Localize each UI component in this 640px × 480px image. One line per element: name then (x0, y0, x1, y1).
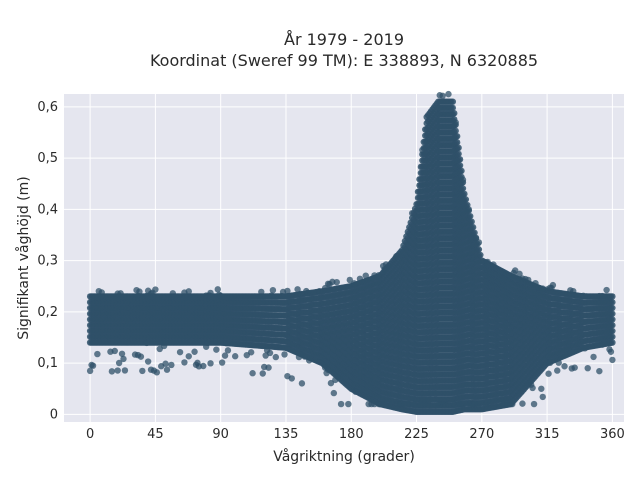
data-point (120, 355, 127, 363)
data-point (439, 92, 446, 100)
data-point (218, 359, 226, 366)
data-point (136, 288, 143, 295)
data-point (453, 133, 461, 140)
data-point (94, 350, 101, 358)
data-point (288, 375, 295, 382)
chart-subtitle: Koordinat (Sweref 99 TM): E 338893, N 63… (150, 51, 538, 70)
data-point (294, 286, 301, 293)
data-point (456, 156, 464, 163)
data-point (207, 360, 214, 367)
data-point (467, 212, 474, 220)
data-point (181, 359, 188, 366)
data-point (465, 206, 472, 213)
data-point (451, 110, 458, 117)
data-point (153, 369, 161, 376)
data-point (152, 286, 159, 293)
data-point (144, 358, 152, 365)
data-point (272, 353, 280, 361)
data-point (185, 353, 192, 360)
data-point (114, 367, 121, 374)
data-point (89, 362, 97, 369)
data-point (213, 346, 220, 353)
data-point (281, 351, 288, 358)
data-point (471, 229, 478, 237)
data-point (468, 218, 475, 225)
data-point (266, 349, 274, 357)
data-point (456, 162, 464, 169)
data-point (455, 150, 462, 158)
data-point (337, 400, 345, 408)
data-point (298, 380, 306, 387)
data-point (459, 185, 467, 192)
data-point (452, 127, 459, 135)
data-point (475, 246, 483, 253)
data-point (118, 350, 126, 357)
data-point (461, 190, 468, 198)
data-point (176, 348, 184, 356)
chart-title: År 1979 - 2019 (284, 30, 404, 49)
data-point (185, 288, 192, 295)
data-point (247, 349, 255, 356)
data-point (162, 360, 169, 367)
data-point (214, 286, 221, 293)
data-point (346, 276, 354, 284)
data-point (191, 348, 198, 355)
data-point (115, 359, 123, 367)
data-point (459, 176, 467, 183)
data-point (449, 104, 457, 112)
data-point (449, 98, 457, 105)
data-point (265, 364, 272, 371)
data-point (333, 278, 340, 286)
data-point (458, 167, 465, 175)
data-point (445, 90, 452, 98)
data-point (455, 144, 462, 152)
data-point (200, 362, 207, 370)
data-point (475, 239, 483, 246)
data-point (469, 224, 477, 231)
data-point (249, 370, 256, 377)
data-point (472, 234, 480, 242)
data-point (86, 367, 94, 375)
data-point (221, 352, 229, 359)
data-point (224, 347, 232, 354)
data-point (231, 353, 239, 360)
data-point (137, 353, 145, 360)
data-point (462, 196, 470, 203)
data-point (139, 367, 146, 375)
data-point (259, 370, 266, 377)
data-point (330, 389, 338, 397)
data-point (269, 286, 277, 294)
data-point (108, 368, 116, 375)
data-point (111, 347, 118, 355)
data-point (452, 119, 459, 126)
data-point (284, 287, 291, 295)
data-point (453, 139, 461, 146)
data-point (163, 366, 171, 373)
data-points (86, 90, 616, 415)
data-point (345, 400, 352, 408)
data-point (477, 251, 484, 259)
data-point (168, 361, 175, 369)
data-point (121, 367, 129, 374)
